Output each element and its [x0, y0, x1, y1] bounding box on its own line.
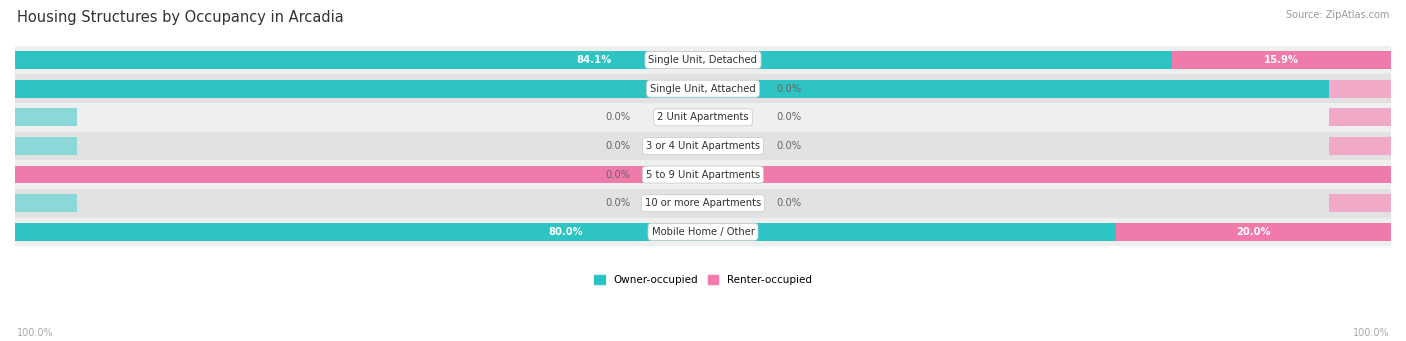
Bar	[15, 194, 77, 212]
Text: 2 Unit Apartments: 2 Unit Apartments	[657, 112, 749, 122]
Text: 0.0%: 0.0%	[605, 112, 630, 122]
Bar	[15, 166, 1391, 183]
Text: 100.0%: 100.0%	[682, 84, 724, 94]
Text: 100.0%: 100.0%	[17, 328, 53, 338]
Bar	[1329, 80, 1391, 98]
Bar	[15, 132, 1391, 160]
Bar	[15, 137, 77, 155]
Text: 0.0%: 0.0%	[605, 141, 630, 151]
Bar	[15, 103, 1391, 132]
Legend: Owner-occupied, Renter-occupied: Owner-occupied, Renter-occupied	[595, 275, 811, 285]
Bar	[15, 223, 1116, 241]
Bar	[15, 108, 77, 126]
Text: 0.0%: 0.0%	[776, 141, 801, 151]
Bar	[1329, 194, 1391, 212]
Bar	[1329, 137, 1391, 155]
Text: Housing Structures by Occupancy in Arcadia: Housing Structures by Occupancy in Arcad…	[17, 10, 343, 25]
Text: Single Unit, Attached: Single Unit, Attached	[650, 84, 756, 94]
Bar	[15, 46, 1391, 74]
Text: 0.0%: 0.0%	[605, 169, 630, 180]
Bar	[15, 166, 77, 183]
Text: 10 or more Apartments: 10 or more Apartments	[645, 198, 761, 208]
Bar	[15, 218, 1391, 246]
Bar	[15, 74, 1391, 103]
Bar	[15, 160, 1391, 189]
Text: Mobile Home / Other: Mobile Home / Other	[651, 227, 755, 237]
Text: 0.0%: 0.0%	[605, 198, 630, 208]
Bar	[15, 51, 1173, 69]
Text: 0.0%: 0.0%	[776, 112, 801, 122]
Text: 84.1%: 84.1%	[576, 55, 612, 65]
Bar	[1116, 223, 1391, 241]
Text: 20.0%: 20.0%	[1236, 227, 1271, 237]
Bar	[1173, 51, 1391, 69]
Text: 0.0%: 0.0%	[776, 198, 801, 208]
Text: 0.0%: 0.0%	[776, 84, 801, 94]
Text: 80.0%: 80.0%	[548, 227, 582, 237]
Bar	[15, 80, 1391, 98]
Text: Single Unit, Detached: Single Unit, Detached	[648, 55, 758, 65]
Text: 5 to 9 Unit Apartments: 5 to 9 Unit Apartments	[645, 169, 761, 180]
Text: 100.0%: 100.0%	[1353, 328, 1389, 338]
Text: 100.0%: 100.0%	[682, 169, 724, 180]
Text: Source: ZipAtlas.com: Source: ZipAtlas.com	[1285, 10, 1389, 20]
Text: 15.9%: 15.9%	[1264, 55, 1299, 65]
Bar	[15, 189, 1391, 218]
Text: 3 or 4 Unit Apartments: 3 or 4 Unit Apartments	[645, 141, 761, 151]
Bar	[1329, 108, 1391, 126]
